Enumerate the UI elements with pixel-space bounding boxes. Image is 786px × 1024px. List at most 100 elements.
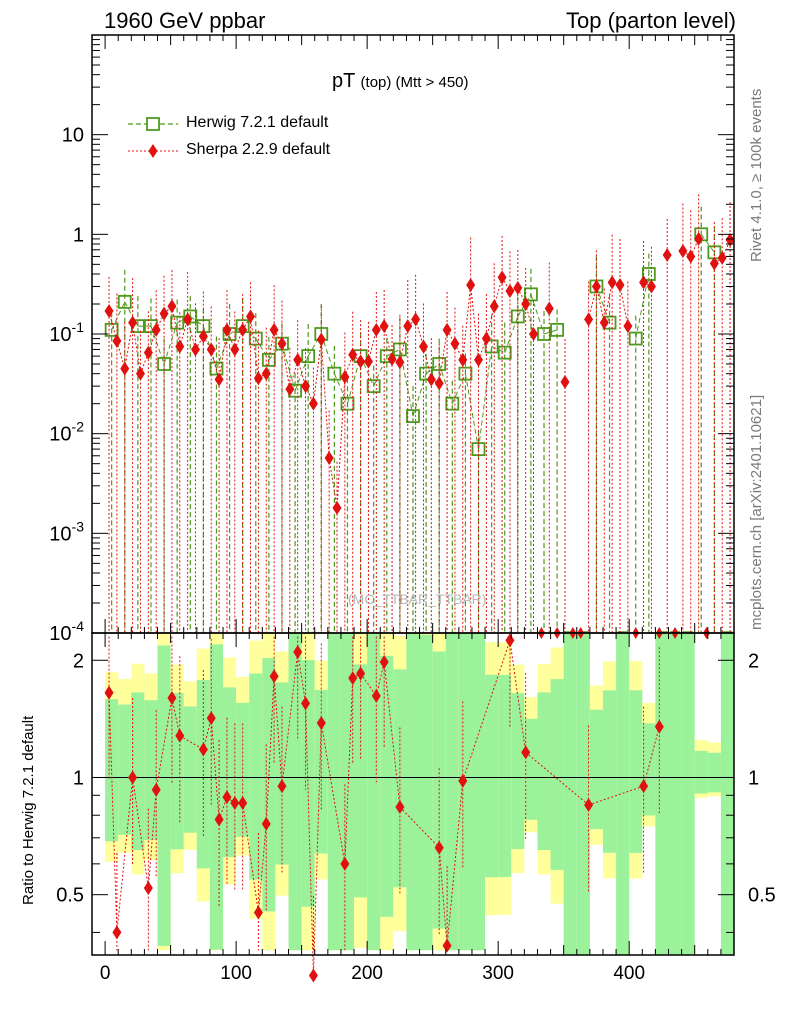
ratio-connector [155,697,173,790]
herwig-connector [307,333,322,357]
ratio-band-inner [694,750,708,794]
ratio-band-inner [511,693,525,850]
ratio-band-inner [589,709,603,830]
herwig-connector [386,348,401,357]
sherpa-connector [438,329,448,384]
ratio-panel [92,633,734,983]
ratio-connector [116,777,134,933]
x-tick-label: 200 [351,963,383,984]
herwig-point [484,339,499,354]
ratio-connector [438,847,448,946]
plot-title-sub: (top) (Mtt > 450) [360,74,469,91]
ratio-connector [179,735,204,750]
herwig-point [445,396,460,411]
plot-title-main: pT [332,70,355,92]
ratio-connector [399,806,440,849]
y-tick-label: 10-1 [49,319,84,346]
sherpa-connector [391,358,401,363]
ratio-connector [242,802,259,913]
ratio-band-inner [498,674,512,877]
herwig-point [524,287,538,302]
sherpa-connector [376,325,385,331]
sherpa-connector [462,284,472,360]
sherpa-point [646,279,656,294]
herwig-point [104,322,119,337]
herwig-point [432,357,447,371]
ratio-band-inner [183,706,197,833]
ratio-band-inner [707,752,721,793]
sherpa-point [505,284,515,299]
sherpa-connector [588,286,597,320]
ratio-band-full [616,633,630,955]
ratio-band-inner [223,687,237,858]
herwig-point [641,267,656,281]
ratio-connector [360,673,377,697]
ratio-band-inner [131,692,145,851]
herwig-point [327,366,342,381]
sherpa-connector [108,310,118,342]
ratio-band-inner [393,669,407,888]
herwig-point [183,309,198,324]
ratio-connector [132,777,149,889]
ratio-connector [202,718,212,750]
sherpa-connector [297,359,307,387]
x-tick-label: 300 [482,963,514,984]
plot-title: pT (top) (Mtt > 450) [332,70,469,93]
ratio-band-inner [170,692,184,850]
herwig-point [406,409,420,424]
herwig-point [628,331,643,346]
sherpa-connector [383,325,393,360]
ratio-band-inner [485,674,499,878]
herwig-connector [543,329,558,335]
sherpa-connector [422,346,432,380]
herwig-connector [124,301,139,327]
sherpa-connector [525,303,535,335]
ratio-band-inner [419,634,433,951]
herwig-point [261,352,276,367]
ratio-connector [210,718,220,820]
herwig-connector [464,373,480,450]
sherpa-connector [611,281,621,286]
legend-herwig-marker [146,117,160,131]
x-tick-label: 100 [220,963,252,984]
ratio-connector [352,673,361,679]
header-beam-energy: 1960 GeV ppbar [104,8,266,33]
herwig-connector [216,333,231,369]
legend-markers [128,117,178,158]
ratio-point [654,719,664,734]
y-tick-label: 10 [62,125,84,147]
sherpa-point [662,248,672,263]
analysis-watermark: (MC_TTBAR_TTBAR) [348,591,487,607]
ratio-band-full [576,633,590,955]
ratio-band-inner [354,664,368,898]
ratio-band-inner [367,634,381,951]
y-tick-label: 10-2 [49,419,84,446]
main-panel [104,194,735,639]
ratio-band-inner [471,633,486,951]
ratio-y-tick-label-right: 1 [748,767,759,789]
ratio-band-inner [537,692,551,850]
herwig-connector [478,346,493,450]
sherpa-connector [179,319,189,347]
ratio-connector [265,676,275,824]
ratio-band-full [668,633,682,955]
herwig-point [157,357,171,371]
sherpa-point [529,327,539,341]
sherpa-connector [132,322,141,374]
ratio-band-inner [262,658,276,912]
ratio-connector [305,703,314,976]
uncertainty-bands [105,633,734,955]
sherpa-connector [485,306,495,339]
ratio-band-full [720,633,734,955]
ratio-band-inner [275,682,289,865]
sherpa-point [560,374,570,389]
ratio-band-inner [406,633,420,951]
herwig-point [301,349,316,364]
ratio-band-inner [445,633,459,951]
ratio-band-inner [380,655,394,917]
sherpa-connector [171,306,181,347]
ratio-y-tick-label: 0.5 [56,885,84,907]
sherpa-connector [210,349,220,380]
herwig-point [366,379,381,394]
herwig-point [458,366,473,381]
